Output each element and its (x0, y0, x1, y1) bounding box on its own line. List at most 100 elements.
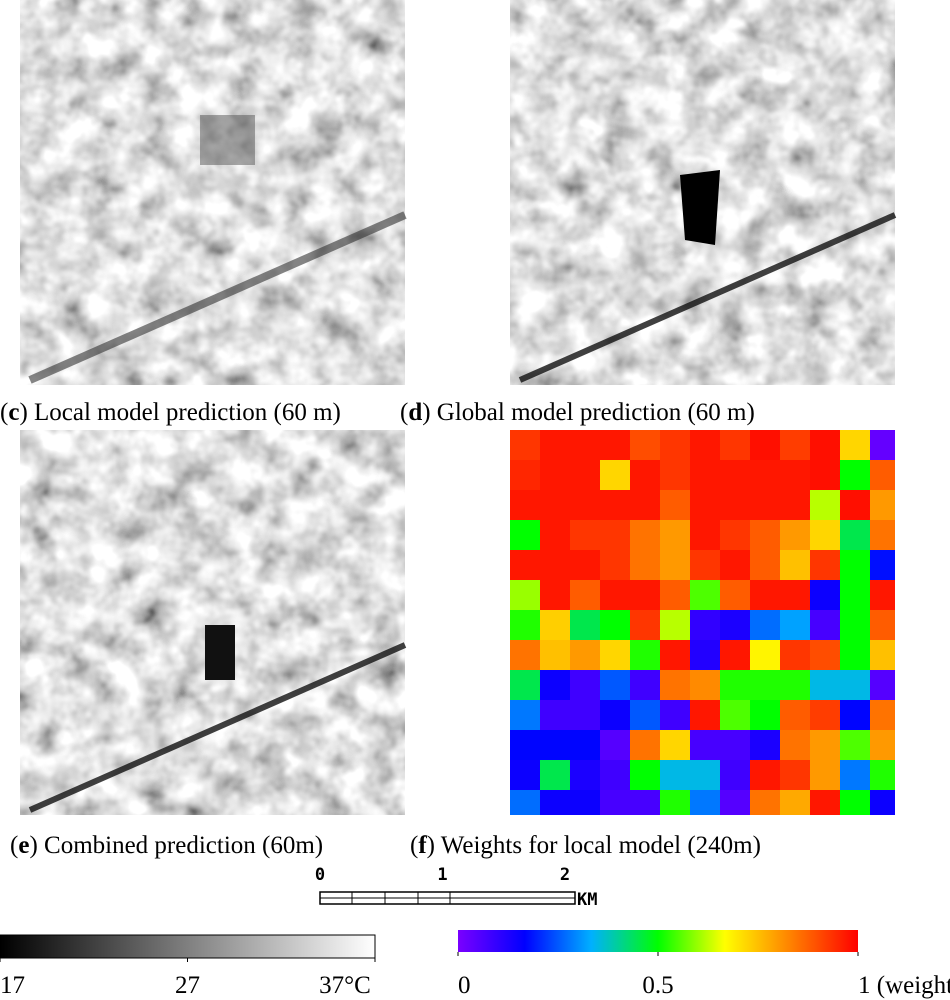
weight-cell (600, 640, 631, 671)
weight-cell (720, 640, 751, 671)
weight-cell (750, 670, 781, 701)
weight-cell (810, 760, 841, 791)
weight-cell (720, 430, 751, 461)
colorbar-tick-label: 1 (weight) (858, 972, 950, 999)
weight-cell (870, 640, 895, 671)
weight-cell (660, 490, 691, 521)
weight-cell (870, 490, 895, 521)
weight-cell (780, 730, 811, 761)
weight-cell (750, 490, 781, 521)
dark-patch (205, 625, 235, 680)
weight-cell (690, 490, 721, 521)
weight-cell (780, 760, 811, 791)
weight-cell (510, 430, 541, 461)
weight-cell (540, 460, 571, 491)
weight-cell (570, 640, 601, 671)
weight-cell (570, 490, 601, 521)
weight-cell (870, 670, 895, 701)
weight-cell (840, 760, 871, 791)
weight-cell (720, 700, 751, 731)
weight-cell (540, 490, 571, 521)
weight-cell (690, 760, 721, 791)
weight-cell (630, 610, 661, 641)
weight-cell (570, 700, 601, 731)
weight-cell (780, 430, 811, 461)
weight-cell (660, 550, 691, 581)
weight-cell (750, 460, 781, 491)
weight-cell (570, 430, 601, 461)
panel-caption: (f) Weights for local model (240m) (410, 832, 761, 859)
caption-part: ) Combined prediction (60m) (29, 832, 323, 859)
weight-cell (690, 790, 721, 815)
weight-cell (510, 700, 541, 731)
weights-map (510, 430, 895, 815)
weight-cell (810, 670, 841, 701)
colorbar-tick-label: 37°C (319, 972, 371, 999)
weight-cell (570, 610, 601, 641)
weight-cell (870, 460, 895, 491)
weight-cell (780, 700, 811, 731)
weight-cell (660, 520, 691, 551)
weight-cell (660, 670, 691, 701)
weight-cell (840, 490, 871, 521)
weight-cell (600, 790, 631, 815)
weight-cell (690, 460, 721, 491)
weight-cell (810, 580, 841, 611)
weight-cell (780, 460, 811, 491)
weight-cell (720, 490, 751, 521)
weight-cell (870, 790, 895, 815)
weight-cell (750, 640, 781, 671)
weight-cell (780, 790, 811, 815)
weight-cell (510, 790, 541, 815)
weight-cell (630, 460, 661, 491)
weight-cell (750, 580, 781, 611)
weight-cell (600, 520, 631, 551)
weight-cell (660, 730, 691, 761)
caption-part: ) Weights for local model (240m) (427, 832, 761, 859)
weight-cell (750, 790, 781, 815)
weight-cell (600, 730, 631, 761)
scale-tick-label: 2 (560, 865, 570, 885)
weight-cell (600, 760, 631, 791)
scale-bar (319, 891, 576, 905)
weight-cell (600, 700, 631, 731)
weight-cell (630, 550, 661, 581)
weight-cell (660, 640, 691, 671)
weight-cell (780, 640, 811, 671)
weight-cell (870, 610, 895, 641)
weight-cell (540, 610, 571, 641)
weight-cell (630, 640, 661, 671)
weight-cell (510, 460, 541, 491)
caption-part: ( (400, 399, 408, 426)
weight-cell (630, 700, 661, 731)
weight-cell (750, 430, 781, 461)
weight-cell (510, 670, 541, 701)
weight-cell (570, 790, 601, 815)
weight-cell (570, 730, 601, 761)
weight-cell (510, 610, 541, 641)
weight-cell (570, 460, 601, 491)
weight-cell (780, 580, 811, 611)
panel-e-image (20, 430, 407, 815)
weight-cell (870, 700, 895, 731)
weight-cell (540, 760, 571, 791)
weight-cell (510, 730, 541, 761)
weight-cell (750, 520, 781, 551)
weight-cell (870, 550, 895, 581)
weight-cell (660, 700, 691, 731)
weight-cell (690, 550, 721, 581)
weight-cell (510, 580, 541, 611)
weight-cell (840, 550, 871, 581)
weight-cell (840, 610, 871, 641)
weight-cell (840, 460, 871, 491)
weight-cell (600, 550, 631, 581)
road (518, 212, 897, 383)
weight-cell (690, 520, 721, 551)
weight-cell (570, 550, 601, 581)
weight-cell (660, 610, 691, 641)
weight-cell (720, 760, 751, 791)
weight-cell (600, 460, 631, 491)
weight-cell (690, 430, 721, 461)
weight-cell (780, 550, 811, 581)
